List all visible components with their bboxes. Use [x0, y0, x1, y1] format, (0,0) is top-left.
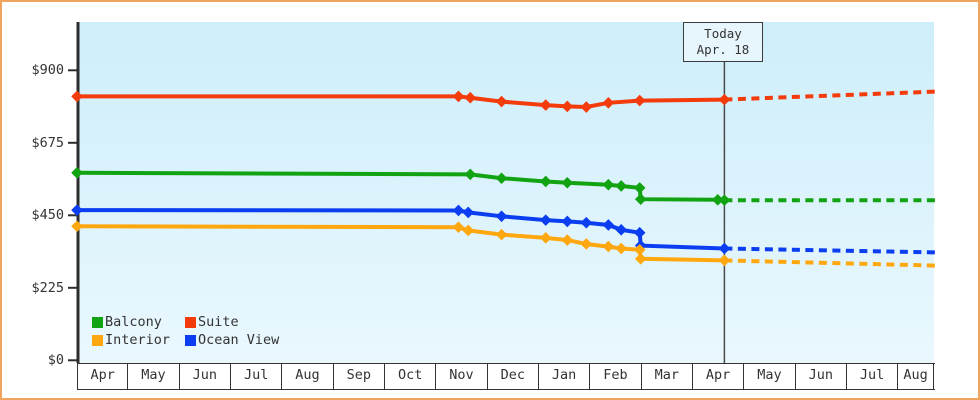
y-axis-label-450: $450: [31, 207, 64, 224]
month-cell-apr-0: Apr: [77, 364, 129, 389]
month-cell-jun-14: Jun: [796, 364, 847, 389]
month-cell-jan-9: Jan: [539, 364, 591, 389]
legend-label: Interior: [105, 332, 171, 348]
legend-item-suite: Suite: [185, 314, 279, 330]
month-cell-dec-8: Dec: [488, 364, 539, 389]
legend-swatch-balcony: [92, 316, 103, 328]
month-cell-feb-10: Feb: [590, 364, 642, 389]
month-cell-may-13: May: [744, 364, 796, 389]
month-cell-oct-6: Oct: [385, 364, 437, 389]
legend-label: Suite: [198, 314, 239, 330]
legend-label: Balcony: [105, 314, 162, 330]
month-cell-aug-16: Aug: [898, 364, 934, 389]
legend: Balcony Suite Interior Ocean View: [92, 314, 279, 348]
legend-item-balcony: Balcony: [92, 314, 185, 330]
month-cell-may-1: May: [128, 364, 180, 389]
legend-swatch-interior: [92, 334, 103, 346]
y-axis-label-900: $900: [31, 62, 64, 79]
legend-item-interior: Interior: [92, 332, 185, 348]
legend-label: Ocean View: [198, 332, 280, 348]
y-axis-label-225: $225: [31, 279, 64, 296]
month-cell-nov-7: Nov: [436, 364, 488, 389]
month-cell-jun-2: Jun: [180, 364, 231, 389]
legend-item-ocean-view: Ocean View: [185, 332, 279, 348]
month-cell-jul-15: Jul: [847, 364, 899, 389]
today-date: Apr. 18: [696, 42, 750, 57]
month-cell-mar-11: Mar: [642, 364, 693, 389]
legend-swatch-ocean-view: [185, 334, 196, 346]
today-label: Today: [704, 26, 742, 41]
month-cell-aug-4: Aug: [282, 364, 334, 389]
y-axis-label-0: $0: [47, 352, 64, 369]
today-marker-box: Today Apr. 18: [683, 22, 763, 62]
plot-area: [77, 22, 934, 363]
month-cell-jul-3: Jul: [231, 364, 283, 389]
y-axis-label-675: $675: [31, 134, 64, 151]
x-axis-month-strip: Apr May Jun Jul Aug Sep Oct Nov Dec Jan Feb Mar Apr M…: [77, 363, 935, 390]
legend-swatch-suite: [185, 316, 196, 328]
month-cell-sep-5: Sep: [334, 364, 385, 389]
month-cell-apr-12: Apr: [693, 364, 745, 389]
